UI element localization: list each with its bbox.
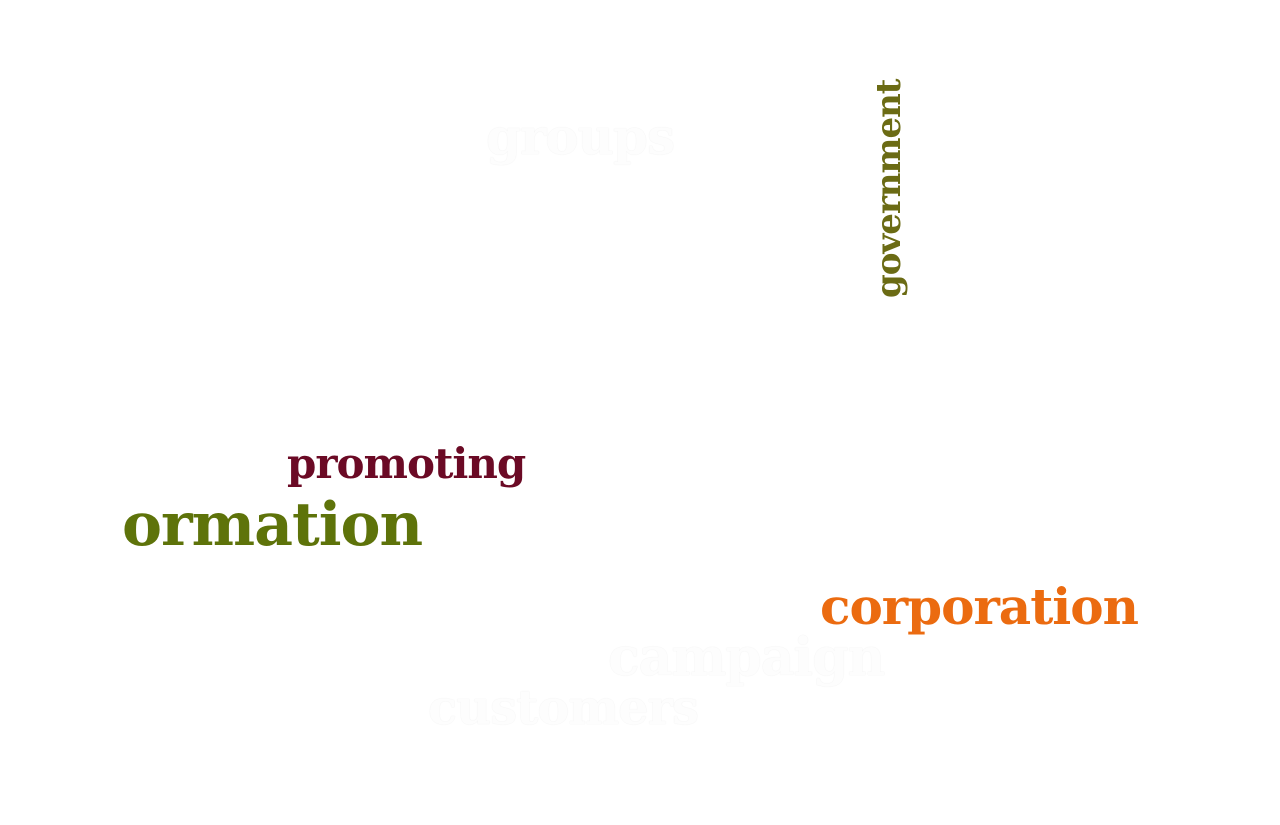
word-campaign: campaign <box>608 627 885 688</box>
word-promoting: promoting <box>287 439 526 488</box>
word-groups: groups <box>486 107 675 166</box>
word-customers: customers <box>428 680 699 736</box>
word-corporation: corporation <box>820 577 1139 636</box>
word-government: government <box>869 79 909 298</box>
word-ormation: ormation <box>122 490 423 560</box>
